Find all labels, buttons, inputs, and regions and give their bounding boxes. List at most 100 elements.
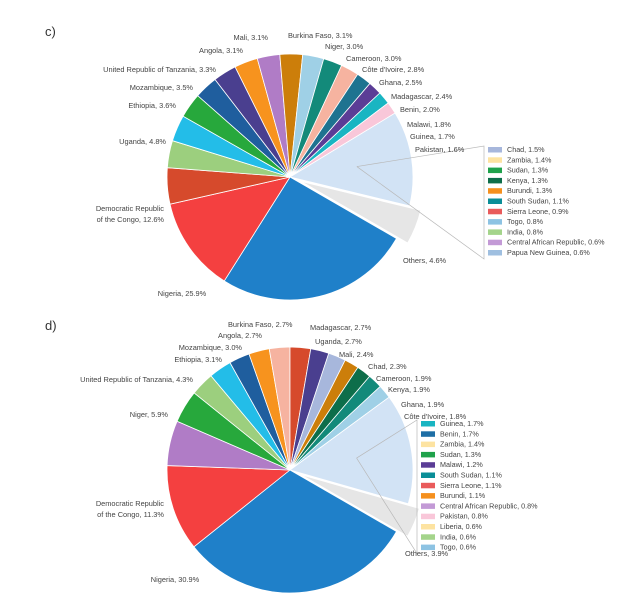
legend: Guinea, 1.7%Benin, 1.7% Zambia, 1.4%Sudan… [421,419,538,552]
legend-swatch [421,472,435,478]
legend-swatch [421,493,435,499]
slice-democratic-republic-of-the-congo[interactable] [166,465,292,548]
panel-label: c) [45,24,56,39]
slice-label: Ghana, 1.9% [401,400,445,409]
legend-swatch [488,250,502,256]
slice-label: Kenya, 1.9% [388,385,430,394]
legend-swatch [488,239,502,246]
legend-label: Zambia, 1.4% [440,440,485,449]
legend-label: Burundi, 1.1% [440,491,486,500]
legend-swatch [421,421,435,427]
legend-label: Zambia, 1.4% [507,155,552,164]
slice-label: Madagascar, 2.4% [391,92,453,101]
slice-others[interactable] [300,474,420,537]
slice-label: Cameroon, 3.0% [346,54,402,63]
slice-nigeria[interactable] [223,176,398,301]
legend-swatch [421,451,435,458]
slice-label: Niger, 3.0% [325,42,364,51]
slice-label: Burkina Faso, 3.1% [288,31,353,40]
legend-swatch [421,513,435,520]
slice-label: United Republic of Tanzania, 4.3% [80,375,193,384]
legend-swatch [488,157,502,163]
slice-label: Democratic Republic [96,204,164,213]
legend-label: Burundi, 1.3% [507,186,553,195]
legend-swatch [421,544,435,551]
legend-swatch [421,441,435,448]
legend-swatch [488,219,502,225]
slice-others[interactable] [300,181,422,244]
slice-label: Uganda, 4.8% [119,137,166,146]
slice-label: Democratic Republic [96,499,164,508]
slice-label: Guinea, 1.7% [410,132,455,141]
slice-democratic-republic-of-the-congo[interactable] [169,176,291,282]
slice-label: Ethiopia, 3.1% [174,355,222,364]
pie-chart-d: d) Nigeria, 30.9% Democratic Republic of th… [45,318,538,594]
pie-chart-c: c) Nigeria, 25.9% Democratic Republic of th… [45,24,605,301]
legend-swatch [488,167,502,174]
slice-label: Ethiopia, 3.6% [128,101,176,110]
slice-labels: Nigeria, 30.9% Democratic Republic of the … [80,320,466,584]
legend-label: Kenya, 1.3% [507,176,548,185]
legend: Chad, 1.5%Zambia, 1.4% Sudan, 1.3%Kenya, … [488,145,605,257]
slice-label: Burkina Faso, 2.7% [228,320,293,329]
legend-label: Togo, 0.8% [507,217,544,226]
slice-label: United Republic of Tanzania, 3.3% [103,65,216,74]
legend-label: Papua New Guinea, 0.6% [507,248,590,257]
slice-label: Côte d'Ivoire, 1.8% [404,412,467,421]
slice-label: Mali, 2.4% [339,350,374,359]
slice-label: of the Congo, 12.6% [97,215,165,224]
slice-label: Chad, 2.3% [368,362,407,371]
legend-label: Benin, 1.7% [440,429,479,438]
legend-swatch [421,503,435,509]
legend-label: India, 0.6% [440,532,477,541]
legend-swatch [488,198,502,204]
legend-label: Guinea, 1.7% [440,419,484,428]
slice-label: Angola, 2.7% [218,331,262,340]
legend-swatch [421,534,435,540]
slice-label: Others, 3.9% [405,549,449,558]
legend-leader-line [356,145,485,260]
slice-label: of the Congo, 11.3% [97,510,164,519]
slice-label: Malawi, 1.8% [407,120,451,129]
legend-label: South Sudan, 1.1% [507,197,570,206]
legend-swatch [421,524,435,530]
slice-label: Benin, 2.0% [400,105,440,114]
legend-label: Sudan, 1.3% [440,450,482,459]
legend-swatch [488,229,502,235]
legend-swatch [421,431,435,437]
pie-slices [166,53,422,301]
slice-label: Cameroon, 1.9% [376,374,432,383]
slice-label: Côte d'Ivoire, 2.8% [362,65,425,74]
legend-leader-line [356,419,418,555]
slice-label: Niger, 5.9% [130,410,169,419]
legend-label: India, 0.8% [507,227,544,236]
slice-label: Mozambique, 3.0% [179,343,243,352]
slice-labels: Nigeria, 25.9% Democratic Republic of the … [96,31,465,298]
legend-label: Chad, 1.5% [507,145,545,154]
slice-nigeria[interactable] [193,469,398,594]
slice-label: Uganda, 2.7% [315,337,362,346]
slice-label: Mali, 3.1% [233,33,268,42]
panel-label: d) [45,318,57,333]
legend-swatch [421,482,435,489]
slice-label: Ghana, 2.5% [379,78,423,87]
legend-swatch [488,208,502,215]
legend-swatch [488,177,502,184]
legend-label: Togo, 0.6% [440,543,477,552]
slice-label: Mozambique, 3.5% [130,83,194,92]
legend-swatch [488,188,502,194]
legend-label: Liberia, 0.6% [440,522,483,531]
legend-label: South Sudan, 1.1% [440,471,503,480]
slice-label: Nigeria, 30.9% [151,575,200,584]
slice-label: Nigeria, 25.9% [158,289,207,298]
slice-others-grouped-[interactable] [289,396,414,505]
legend-label: Central African Republic, 0.8% [440,501,538,510]
legend-swatch [488,147,502,153]
legend-label: Sierra Leone, 1.1% [440,481,502,490]
pie-slices [166,346,420,594]
slice-label: Madagascar, 2.7% [310,323,372,332]
legend-label: Malawi, 1.2% [440,460,483,469]
legend-swatch [421,462,435,468]
legend-label: Sudan, 1.3% [507,166,549,175]
